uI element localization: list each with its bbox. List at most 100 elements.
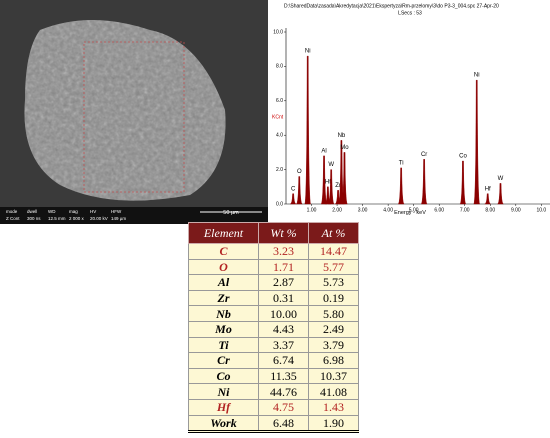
peak-label: Mo: [340, 145, 349, 151]
sem-texture: [24, 20, 226, 201]
spectrum-peak: [497, 183, 504, 205]
x-tick-label: 6.00: [434, 207, 444, 213]
spectrum-peak: [459, 160, 467, 205]
x-axis-label: Energy - keV: [394, 210, 426, 216]
value-cell: 6.48: [258, 414, 309, 433]
peak-label: Nb: [338, 133, 346, 139]
spectrum-peak: [304, 55, 311, 205]
element-cell: Ni: [188, 383, 259, 400]
sem-info-label: HV: [90, 209, 96, 214]
header-row: Element Wt % At %: [188, 222, 359, 244]
table-row: Mo 4.43 2.49: [188, 320, 359, 338]
element-cell: Mo: [188, 320, 259, 338]
sem-info-value: 12.5 mm: [48, 216, 66, 221]
spectrum-peak: [290, 193, 297, 205]
y-tick-label: 8.0: [276, 64, 283, 70]
table-row: Al 2.87 5.73: [188, 274, 359, 291]
y-tick-label: 0.0: [276, 201, 283, 207]
y-tick-label: 6.0: [276, 98, 283, 104]
x-tick-label: 8.00: [485, 207, 495, 213]
spectrum-peak: [484, 193, 491, 205]
element-cell: Al: [188, 274, 259, 291]
spectrum-peak: [420, 159, 428, 205]
x-tick-label: 9.00: [511, 207, 521, 213]
value-cell: 5.80: [308, 305, 359, 322]
y-axis-label: KCnt: [272, 114, 284, 120]
value-cell: 6.98: [308, 352, 359, 369]
value-cell: 11.35: [258, 367, 309, 385]
sem-roi: [83, 41, 185, 193]
spectrum-chart: D:\SharedData\zasada\Akredytacja\2021\Ek…: [270, 0, 550, 216]
value-cell: 3.23: [258, 243, 309, 260]
table-row: O 1.71 5.77: [188, 258, 359, 276]
sem-info-value: 2 000 x: [69, 216, 85, 221]
value-cell: 1.43: [308, 398, 359, 416]
value-cell: 2.87: [258, 274, 309, 291]
table-row: Co 11.35 10.37: [188, 367, 359, 385]
sem-info-label: HFW: [111, 209, 122, 214]
value-cell: 0.31: [258, 289, 309, 307]
value-cell: 44.76: [258, 383, 309, 400]
header-cell: At %: [308, 222, 359, 244]
element-cell: Work: [188, 414, 259, 433]
sem-info-label: WD: [48, 209, 56, 214]
table-row: Cr 6.74 6.98: [188, 352, 359, 369]
spectrum-peak: [473, 79, 480, 205]
spectrum-frame: [270, 0, 550, 216]
value-cell: 10.37: [308, 367, 359, 385]
x-tick-label: 4.00: [383, 207, 393, 213]
value-cell: 0.19: [308, 289, 359, 307]
peak-label: W: [498, 176, 504, 182]
sem-info-value: Z Cont: [6, 216, 20, 221]
header-cell: Wt %: [258, 222, 309, 244]
spectrum-live-time: LSecs : 53: [398, 10, 422, 16]
value-cell: 6.74: [258, 352, 309, 369]
spectrum-peak: [397, 167, 405, 205]
x-tick-label: 2.00: [332, 207, 342, 213]
value-cell: 2.49: [308, 320, 359, 338]
value-cell: 1.71: [258, 258, 309, 276]
y-tick-label: 4.0: [276, 133, 283, 139]
table-row: Nb 10.00 5.80: [188, 305, 359, 322]
peak-label: C: [291, 186, 296, 192]
peak-label: Hf: [485, 186, 491, 192]
sem-info-label: dwell: [27, 209, 37, 214]
value-cell: 41.08: [308, 383, 359, 400]
y-tick-label: 2.0: [276, 167, 283, 173]
peak-label: W: [328, 162, 334, 168]
element-cell: Hf: [188, 398, 259, 416]
element-cell: O: [188, 258, 259, 276]
value-cell: 3.37: [258, 336, 309, 354]
element-cell: Cr: [188, 352, 259, 369]
value-cell: 1.90: [308, 414, 359, 433]
peak-label: Ni: [474, 73, 480, 79]
x-tick-label: 7.00: [460, 207, 470, 213]
table-row: Zr 0.31 0.19: [188, 289, 359, 307]
table-row: Work 6.48 1.90: [188, 414, 359, 433]
sem-info-bar: [0, 207, 268, 224]
spectrum-header: D:\SharedData\zasada\Akredytacja\2021\Ek…: [284, 3, 499, 9]
value-cell: 5.77: [308, 258, 359, 276]
value-cell: 14.47: [308, 243, 359, 260]
y-tick-label: 10.0: [273, 29, 283, 35]
peak-label: Co: [459, 154, 467, 160]
x-tick-label: 1.00: [307, 207, 317, 213]
sem-info-value: 149 µm: [111, 216, 126, 221]
value-cell: 4.43: [258, 320, 309, 338]
x-tick-label: 3.00: [358, 207, 368, 213]
table-row: Ti 3.37 3.79: [188, 336, 359, 354]
peak-label: O: [297, 169, 302, 175]
scale-bar-label: 50 µm: [223, 210, 239, 216]
x-tick-label: 10.0: [536, 207, 546, 213]
element-cell: Zr: [188, 289, 259, 307]
spectrum-peak: [341, 152, 348, 205]
value-cell: 5.73: [308, 274, 359, 291]
element-cell: Co: [188, 367, 259, 385]
element-cell: Ti: [188, 336, 259, 354]
value-cell: 3.79: [308, 336, 359, 354]
table-row: Hf 4.75 1.43: [188, 398, 359, 416]
peak-label: Hf: [325, 179, 331, 185]
table-row: Ni 44.76 41.08: [188, 383, 359, 400]
peak-label: Ti: [399, 160, 404, 166]
